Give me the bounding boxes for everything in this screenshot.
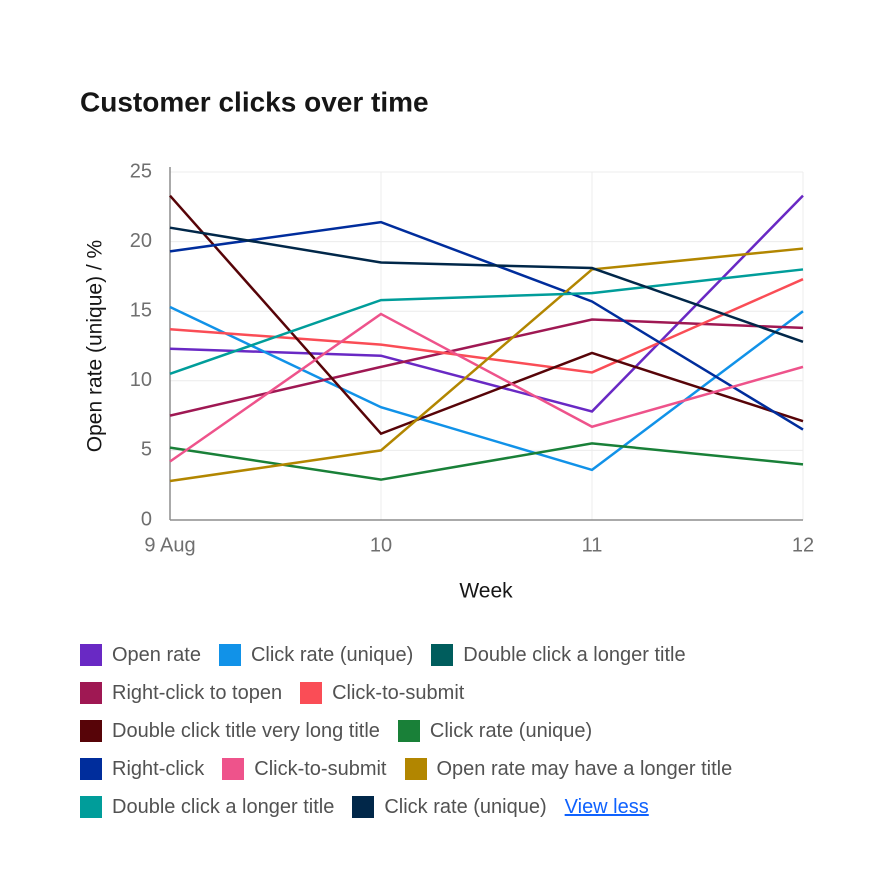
y-tick-label: 10 bbox=[130, 369, 152, 391]
legend-item: Click rate (unique) bbox=[397, 719, 593, 743]
legend-swatch bbox=[218, 644, 241, 666]
y-tick-label: 5 bbox=[141, 439, 152, 461]
series-line bbox=[169, 268, 804, 376]
x-tick-label: 9 Aug bbox=[144, 534, 195, 556]
legend-swatch bbox=[80, 758, 102, 780]
y-tick-label: 15 bbox=[130, 299, 152, 321]
legend-row: Double click title very long title Click … bbox=[80, 712, 860, 750]
legend-label: Right-click to topen bbox=[112, 681, 283, 704]
legend-item: Double click title very long title bbox=[80, 720, 380, 743]
legend-item: Open rate bbox=[80, 644, 201, 667]
series-line bbox=[169, 194, 804, 413]
legend-label: Double click title very long title bbox=[112, 719, 380, 742]
legend-swatch bbox=[80, 720, 102, 742]
x-axis-label: Week bbox=[459, 580, 513, 603]
x-tick-label: 10 bbox=[370, 534, 392, 556]
legend-swatch bbox=[431, 644, 454, 666]
series-line bbox=[169, 220, 804, 431]
legend-swatch bbox=[352, 796, 375, 818]
legend-label: Open rate may have a longer title bbox=[436, 757, 733, 780]
legend-label: Double click a longer title bbox=[112, 795, 335, 818]
series-line bbox=[169, 194, 804, 436]
legend-item: Click-to-submit bbox=[300, 682, 464, 705]
legend-item: Double click a longer title bbox=[431, 643, 686, 667]
legend-item: Right-click to topen bbox=[80, 682, 282, 705]
legend-item: Right-click bbox=[80, 758, 204, 781]
legend-item: Click rate (unique) bbox=[218, 643, 414, 667]
series-line bbox=[169, 247, 804, 483]
y-axis-label: Open rate (unique) / % bbox=[84, 240, 107, 452]
legend-label: Click rate (unique) bbox=[429, 719, 593, 742]
legend-swatch bbox=[404, 758, 427, 780]
series-line bbox=[169, 318, 804, 417]
legend-label: Right-click bbox=[112, 757, 205, 780]
legend-swatch bbox=[80, 644, 102, 666]
legend-label: Click rate (unique) bbox=[384, 795, 547, 818]
legend-swatch bbox=[300, 682, 323, 704]
legend-row: Double click a longer title Click rate (u… bbox=[80, 788, 860, 826]
legend-swatch bbox=[397, 720, 420, 742]
x-tick-label: 12 bbox=[792, 534, 814, 556]
y-tick-label: 20 bbox=[130, 230, 152, 252]
legend-label: Open rate bbox=[112, 643, 201, 666]
x-tick-label: 11 bbox=[582, 534, 603, 556]
legend-item: Click-to-submit bbox=[222, 757, 387, 781]
legend-label: Click-to-submit bbox=[254, 757, 387, 780]
legend-swatch bbox=[80, 682, 102, 704]
series-line bbox=[169, 442, 804, 481]
legend-label: Click rate (unique) bbox=[250, 643, 414, 666]
legend-row: Right-click Click-to-submit Open rate may … bbox=[80, 750, 860, 788]
chart-title: Customer clicks over time bbox=[80, 86, 429, 117]
legend-row: Open rate Click rate (unique) Double click… bbox=[80, 636, 860, 674]
legend-swatch bbox=[222, 758, 245, 780]
view-less-link[interactable]: View less bbox=[564, 795, 649, 818]
legend-row: Right-click to topen Click-to-submit bbox=[80, 674, 860, 712]
series-line bbox=[169, 226, 804, 344]
legend-item: Double click a longer title bbox=[80, 796, 334, 819]
legend-item: Open rate may have a longer title bbox=[404, 757, 733, 781]
series-line bbox=[169, 305, 804, 472]
series-line bbox=[169, 312, 804, 463]
legend-item: Click rate (unique) bbox=[352, 795, 547, 819]
legend-label: Double click a longer title bbox=[463, 643, 686, 666]
legend-swatch bbox=[80, 796, 102, 818]
chart: Customer clicks over time Week Open rate… bbox=[80, 86, 814, 603]
y-tick-label: 25 bbox=[130, 160, 152, 182]
legend-label: Click-to-submit bbox=[332, 681, 465, 704]
legend: Open rate Click rate (unique) Double click… bbox=[80, 636, 860, 826]
y-tick-label: 0 bbox=[141, 508, 152, 530]
